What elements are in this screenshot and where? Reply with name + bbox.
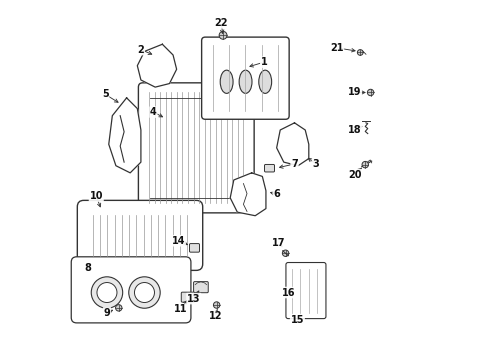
Circle shape [357,50,363,55]
FancyBboxPatch shape [77,201,203,270]
Circle shape [282,250,288,256]
Polygon shape [230,173,265,216]
FancyBboxPatch shape [189,244,199,252]
Polygon shape [137,44,176,87]
Text: 4: 4 [150,107,157,117]
Text: 21: 21 [329,43,343,53]
Text: 9: 9 [103,308,110,318]
Text: 8: 8 [84,262,91,273]
Text: 17: 17 [271,238,285,248]
Polygon shape [108,98,141,173]
Circle shape [91,277,122,308]
Text: 16: 16 [282,288,295,297]
Text: 6: 6 [273,189,280,199]
FancyBboxPatch shape [181,292,194,302]
Text: 10: 10 [89,191,103,201]
Circle shape [115,305,122,311]
Ellipse shape [220,70,233,93]
FancyBboxPatch shape [193,282,208,293]
FancyBboxPatch shape [71,257,190,323]
Circle shape [134,283,154,302]
Text: 15: 15 [290,315,304,325]
Text: 1: 1 [260,57,267,67]
Text: 7: 7 [290,159,297,169]
FancyBboxPatch shape [201,37,288,119]
FancyBboxPatch shape [264,165,274,172]
Circle shape [219,31,226,39]
Text: 14: 14 [171,236,185,246]
Ellipse shape [258,70,271,93]
Circle shape [97,283,117,302]
Circle shape [361,161,367,168]
FancyBboxPatch shape [138,83,254,213]
Ellipse shape [239,70,251,93]
Text: 18: 18 [347,125,361,135]
Circle shape [366,89,373,96]
Text: 5: 5 [102,89,108,99]
Circle shape [213,302,220,308]
Text: 3: 3 [312,159,319,169]
Polygon shape [276,123,308,166]
FancyBboxPatch shape [285,262,325,319]
Text: 12: 12 [208,311,222,321]
Text: 2: 2 [137,45,144,55]
Text: 19: 19 [347,87,361,98]
Text: 13: 13 [186,294,200,303]
Text: 11: 11 [173,304,186,314]
Text: 22: 22 [214,18,227,28]
Circle shape [128,277,160,308]
Text: 20: 20 [347,170,361,180]
